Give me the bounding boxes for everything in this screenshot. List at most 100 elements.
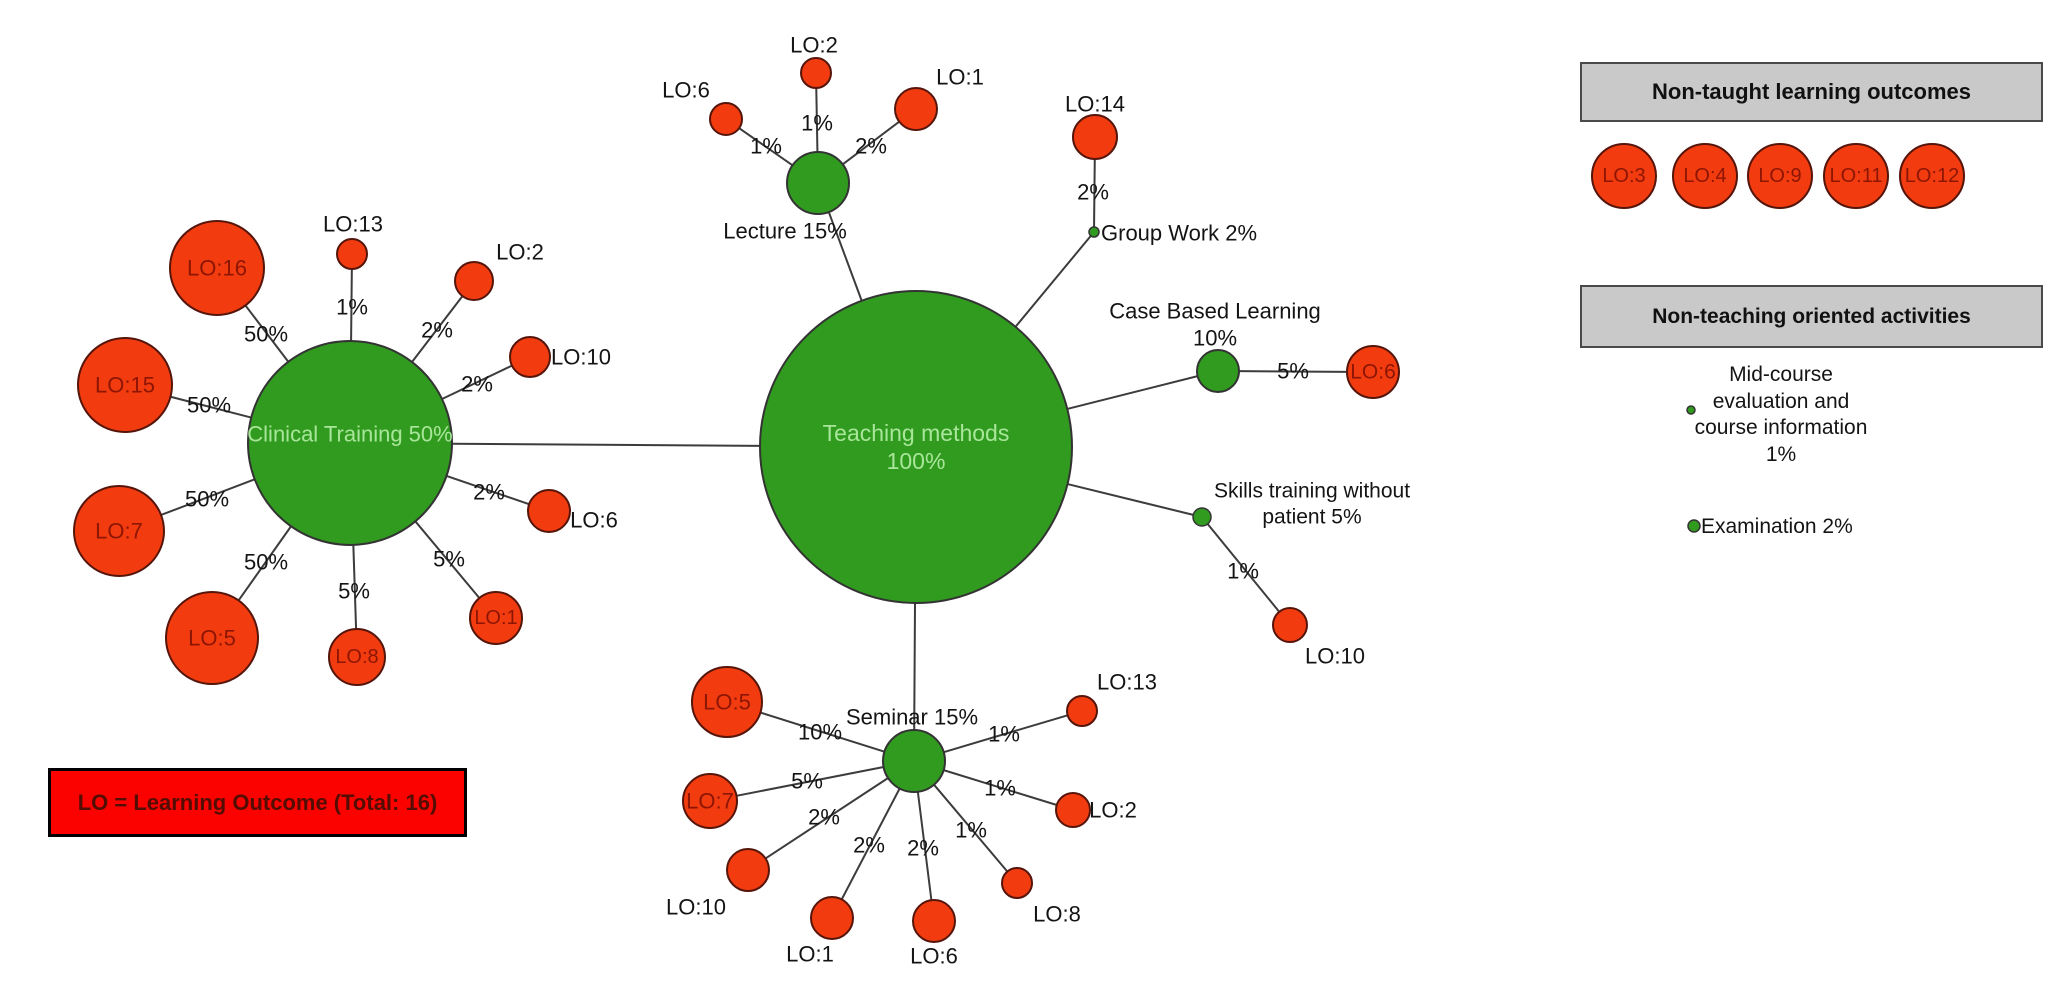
edge-label-clinical-training-ct-lo16: 50% [244,322,288,347]
edge-clinical-training-ct-lo13 [350,268,353,342]
node-group-work [1088,226,1100,238]
node-label-group-work: Group Work 2% [1101,221,1257,246]
edge-lecture-lec-lo2 [815,87,819,153]
node-sem-lo6 [912,899,956,943]
edge-clinical-training-ct-lo6 [446,475,530,506]
node-label-cbl-lo6: LO:6 [1350,361,1396,384]
node-label-lec-lo6: LO:6 [662,78,710,103]
node-label-sem-lo1: LO:1 [786,942,834,967]
edge-label-seminar-sem-lo8: 1% [955,818,987,843]
edge-label-skills-training-st-lo10: 1% [1227,559,1259,584]
node-skills-training [1192,507,1212,527]
node-label-ct-lo5: LO:5 [188,626,236,651]
edge-lecture-lec-lo1 [842,120,900,166]
node-label-nt-lo11: LO:11 [1830,165,1883,187]
node-label-lec-lo1: LO:1 [936,65,984,90]
edge-lecture-lec-lo6 [738,127,794,167]
edge-clinical-training-ct-lo8 [352,544,358,630]
edge-group-work-gw-lo14 [1093,158,1096,228]
node-label-nt-lo4: LO:4 [1683,165,1726,187]
edge-seminar-sem-lo5 [760,711,885,753]
node-ct-lo13 [336,238,368,270]
edge-seminar-sem-lo13 [943,714,1068,754]
node-gw-lo14 [1072,114,1118,160]
node-sem-lo2 [1055,792,1091,828]
node-sem-lo8 [1001,867,1033,899]
node-cbl-lo6 [1346,345,1400,399]
node-label-seminar: Seminar 15% [846,705,978,730]
node-label-sem-lo13: LO:13 [1097,670,1157,695]
node-label-sem-lo7: LO:7 [686,789,734,814]
midcourse-line-4: 1% [1765,442,1797,466]
edge-clinical-training-ct-lo16 [244,304,290,363]
node-ct-lo15 [77,337,173,433]
node-label-ct-lo1: LO:1 [474,607,517,629]
node-st-lo10 [1272,607,1308,643]
node-label-nt-lo3: LO:3 [1602,165,1645,187]
edge-label-clinical-training-ct-lo8: 5% [338,579,370,604]
node-label-gw-lo14: LO:14 [1065,92,1125,117]
edge-label-lecture-lec-lo6: 1% [750,134,782,159]
midcourse-evaluation-label: Mid-course evaluation and course informa… [1655,362,1907,468]
node-label-case-based-learning: Case Based Learning [1109,299,1321,324]
legend-note-box: LO = Learning Outcome (Total: 16) [48,768,467,837]
node-label-ct-lo2: LO:2 [496,240,544,265]
edge-teaching-case-based-learning [1067,375,1198,410]
node-label-clinical-training: Clinical Training 50% [247,422,452,447]
node-label-sem-lo2: LO:2 [1089,798,1137,823]
edge-seminar-sem-lo8 [933,784,1009,873]
node-label-nt-lo9: LO:9 [1758,165,1801,187]
node-label-ct-lo6: LO:6 [570,508,618,533]
midcourse-line-1: Mid-course [1729,363,1833,386]
node-sem-lo7 [682,773,738,829]
edge-clinical-training-ct-lo5 [237,525,292,602]
edge-clinical-training-ct-lo2 [411,295,464,363]
node-examination-dot [1687,519,1701,533]
node-label-skills-training: patient 5% [1262,506,1361,529]
midcourse-line-3: course information [1694,416,1868,439]
edge-label-seminar-sem-lo2: 1% [984,776,1016,801]
node-seminar [882,729,946,793]
edge-seminar-sem-lo6 [916,791,933,901]
edge-label-clinical-training-ct-lo7: 50% [185,487,229,512]
node-label-sem-lo10: LO:10 [666,895,726,920]
node-label-st-lo10: LO:10 [1305,644,1365,669]
edge-teaching-seminar [913,602,917,731]
edge-label-clinical-training-ct-lo1: 5% [433,547,465,572]
node-sem-lo13 [1066,695,1098,727]
edge-teaching-group-work [1014,235,1092,328]
edge-label-lecture-lec-lo2: 1% [801,111,833,136]
node-teaching [759,290,1073,604]
edge-seminar-sem-lo1 [840,788,901,900]
node-label-case-based-learning: 10% [1193,326,1237,351]
edge-label-seminar-sem-lo5: 10% [798,720,842,745]
node-label-sem-lo5: LO:5 [703,690,751,715]
edge-clinical-training-ct-lo7 [160,478,256,516]
node-nt-lo4 [1672,143,1738,209]
node-label-lec-lo2: LO:2 [790,33,838,58]
node-nt-lo3 [1591,143,1657,209]
node-ct-lo16 [169,220,265,316]
node-ct-lo1 [469,591,523,645]
node-sem-lo1 [810,896,854,940]
edge-seminar-sem-lo7 [736,765,884,797]
edge-label-group-work-gw-lo14: 2% [1077,180,1109,205]
edge-seminar-sem-lo2 [943,769,1058,806]
legend-note-text: LO = Learning Outcome (Total: 16) [77,789,438,815]
edge-teaching-lecture [827,211,863,302]
edge-label-clinical-training-ct-lo13: 1% [336,295,368,320]
node-sem-lo5 [691,666,763,738]
node-ct-lo8 [328,628,386,686]
node-nt-lo11 [1823,143,1889,209]
node-label-sem-lo6: LO:6 [910,944,958,969]
edge-label-seminar-sem-lo1: 2% [853,833,885,858]
node-label-teaching: 100% [887,448,946,474]
node-lec-lo1 [894,87,938,131]
panel-non-taught-header: Non-taught learning outcomes [1580,62,2043,122]
node-label-nt-lo12: LO:12 [1905,165,1959,187]
edge-clinical-training-ct-lo1 [414,520,481,599]
panel-non-teaching-header: Non-teaching oriented activities [1580,285,2043,348]
edge-seminar-sem-lo10 [765,777,889,860]
